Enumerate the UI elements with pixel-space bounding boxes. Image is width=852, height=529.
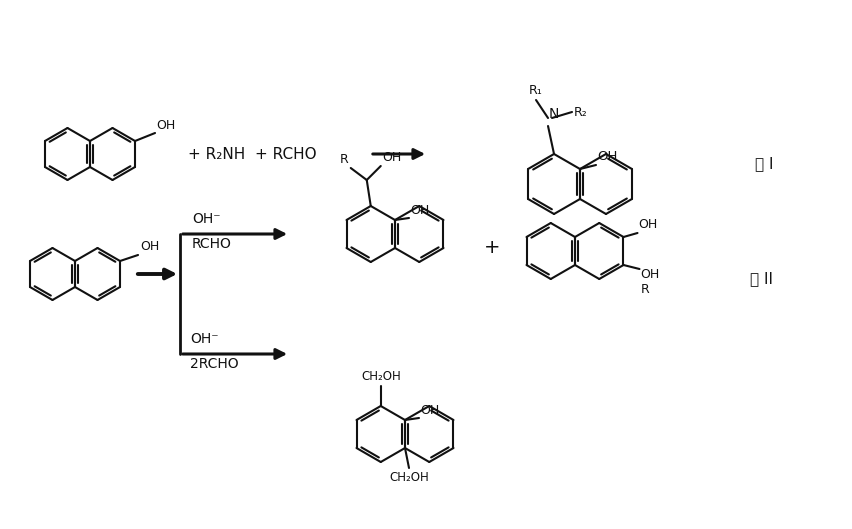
Text: OH: OH [419, 404, 439, 417]
Text: +: + [483, 238, 499, 257]
Text: R₂: R₂ [573, 105, 587, 118]
Text: 2RCHO: 2RCHO [190, 357, 239, 371]
Text: OH: OH [638, 218, 657, 231]
Text: OH: OH [382, 151, 400, 164]
Text: OH: OH [156, 119, 175, 132]
Text: OH⁻: OH⁻ [190, 332, 218, 346]
Text: CH₂OH: CH₂OH [360, 370, 400, 383]
Text: N: N [549, 107, 559, 121]
Text: + R₂NH  + RCHO: + R₂NH + RCHO [187, 147, 316, 161]
Text: 式 II: 式 II [749, 271, 772, 287]
Text: 式 I: 式 I [754, 157, 773, 171]
Text: R: R [640, 283, 648, 296]
Text: R: R [340, 153, 348, 166]
Text: OH⁻: OH⁻ [192, 212, 221, 226]
Text: OH: OH [140, 240, 159, 253]
Text: OH: OH [410, 204, 429, 217]
Text: OH: OH [596, 150, 617, 163]
Text: RCHO: RCHO [192, 237, 232, 251]
Text: R₁: R₁ [528, 84, 542, 97]
Text: CH₂OH: CH₂OH [389, 471, 429, 484]
Text: OH: OH [640, 268, 659, 281]
